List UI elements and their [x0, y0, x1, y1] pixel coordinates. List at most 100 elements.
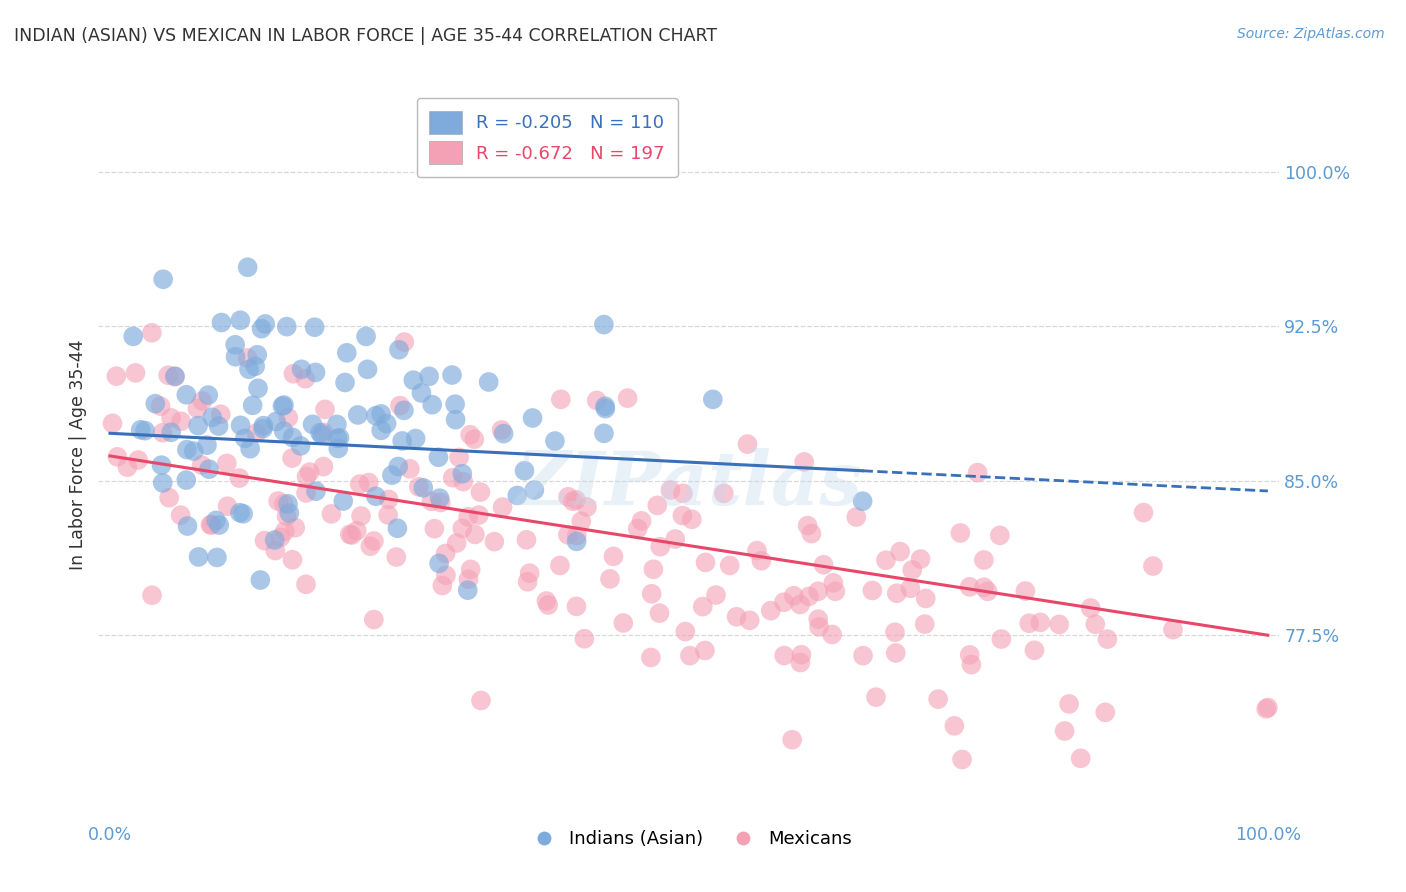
Point: [271, 399, 294, 413]
Point: [264, 415, 287, 429]
Point: [1029, 615, 1052, 630]
Point: [449, 450, 471, 465]
Point: [457, 583, 479, 598]
Point: [865, 690, 887, 705]
Point: [595, 401, 617, 416]
Point: [515, 533, 537, 547]
Point: [377, 508, 399, 522]
Point: [673, 624, 696, 639]
Point: [427, 450, 450, 465]
Point: [823, 575, 845, 590]
Point: [513, 464, 536, 478]
Point: [311, 428, 333, 442]
Point: [304, 320, 326, 334]
Point: [1132, 506, 1154, 520]
Point: [346, 408, 368, 422]
Point: [364, 489, 387, 503]
Point: [889, 544, 911, 558]
Point: [157, 491, 180, 505]
Point: [242, 398, 264, 412]
Point: [537, 598, 560, 612]
Point: [457, 509, 479, 524]
Point: [364, 409, 387, 423]
Point: [1070, 751, 1092, 765]
Point: [363, 534, 385, 549]
Y-axis label: In Labor Force | Age 35-44: In Labor Force | Age 35-44: [69, 340, 87, 570]
Point: [187, 418, 209, 433]
Point: [332, 494, 354, 508]
Point: [129, 423, 152, 437]
Point: [966, 466, 988, 480]
Point: [294, 372, 316, 386]
Point: [434, 546, 457, 560]
Point: [163, 369, 186, 384]
Point: [283, 367, 305, 381]
Point: [1142, 559, 1164, 574]
Point: [813, 558, 835, 572]
Point: [263, 533, 285, 547]
Point: [565, 492, 588, 507]
Point: [1161, 623, 1184, 637]
Point: [927, 692, 949, 706]
Point: [1084, 617, 1107, 632]
Point: [399, 462, 422, 476]
Point: [565, 534, 588, 549]
Point: [186, 401, 208, 416]
Point: [574, 632, 596, 646]
Point: [201, 410, 224, 425]
Point: [593, 399, 616, 413]
Point: [898, 581, 921, 595]
Point: [569, 514, 592, 528]
Point: [101, 417, 124, 431]
Point: [824, 584, 846, 599]
Point: [412, 481, 434, 495]
Point: [789, 656, 811, 670]
Point: [201, 517, 224, 532]
Point: [405, 432, 427, 446]
Point: [236, 351, 259, 365]
Point: [295, 469, 318, 483]
Point: [174, 473, 197, 487]
Point: [797, 590, 820, 604]
Point: [789, 598, 811, 612]
Point: [208, 518, 231, 533]
Point: [457, 572, 479, 586]
Point: [290, 439, 312, 453]
Point: [659, 483, 682, 497]
Point: [434, 568, 457, 582]
Point: [773, 648, 796, 663]
Point: [388, 399, 411, 413]
Point: [901, 563, 924, 577]
Point: [1053, 724, 1076, 739]
Point: [672, 486, 695, 500]
Point: [105, 369, 128, 384]
Point: [702, 392, 724, 407]
Point: [359, 539, 381, 553]
Point: [252, 418, 274, 433]
Point: [295, 486, 318, 500]
Point: [122, 329, 145, 343]
Point: [236, 260, 259, 275]
Point: [807, 584, 830, 599]
Point: [170, 414, 193, 428]
Point: [217, 500, 239, 514]
Legend: Indians (Asian), Mexicans: Indians (Asian), Mexicans: [519, 823, 859, 855]
Point: [640, 650, 662, 665]
Point: [751, 554, 773, 568]
Point: [278, 506, 301, 520]
Point: [645, 499, 668, 513]
Point: [350, 508, 373, 523]
Point: [290, 362, 312, 376]
Point: [391, 434, 413, 448]
Point: [464, 527, 486, 541]
Point: [229, 313, 252, 327]
Point: [441, 471, 464, 485]
Point: [370, 423, 392, 437]
Point: [141, 588, 163, 602]
Point: [394, 334, 416, 349]
Point: [616, 391, 638, 405]
Point: [370, 407, 392, 421]
Point: [273, 497, 295, 511]
Point: [780, 732, 803, 747]
Point: [211, 316, 233, 330]
